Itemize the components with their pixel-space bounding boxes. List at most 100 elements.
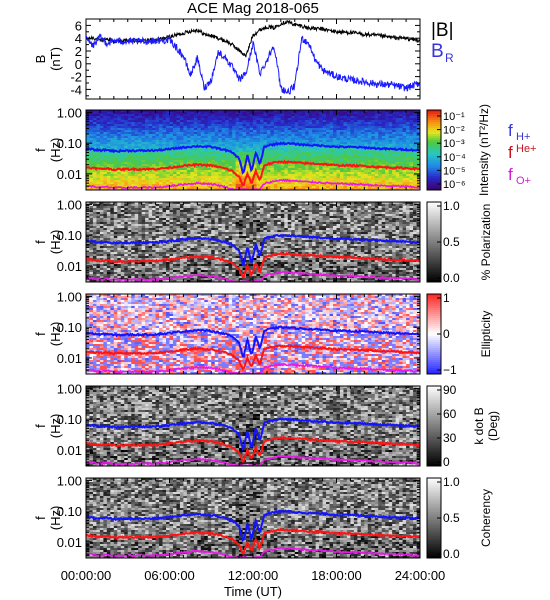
heatmap-cell bbox=[159, 146, 163, 149]
heatmap-cell bbox=[113, 134, 118, 137]
heatmap-cell bbox=[416, 122, 421, 125]
heatmap-cell bbox=[152, 112, 156, 115]
heatmap-cell bbox=[186, 156, 191, 159]
heatmap-cell bbox=[333, 130, 337, 133]
heatmap-cell bbox=[169, 164, 174, 167]
heatmap-cell bbox=[86, 280, 90, 283]
heatmap-cell bbox=[402, 116, 407, 119]
heatmap-cell bbox=[159, 184, 163, 187]
heatmap-cell bbox=[89, 250, 94, 253]
heatmap-cell bbox=[145, 130, 150, 133]
heatmap-cell bbox=[235, 186, 240, 189]
heatmap-cell bbox=[399, 162, 404, 165]
heatmap-cell bbox=[113, 118, 118, 121]
heatmap-cell bbox=[200, 170, 205, 173]
heatmap-cell bbox=[298, 156, 303, 159]
heatmap-cell bbox=[367, 180, 372, 183]
heatmap-cell bbox=[152, 250, 156, 253]
heatmap-cell bbox=[96, 206, 101, 209]
heatmap-cell bbox=[204, 120, 209, 123]
heatmap-cell bbox=[402, 146, 407, 149]
heatmap-cell bbox=[301, 132, 306, 135]
heatmap-cell bbox=[364, 152, 369, 155]
heatmap-cell bbox=[148, 256, 153, 259]
heatmap-cell bbox=[96, 126, 101, 129]
heatmap-cell bbox=[148, 246, 153, 249]
heatmap-cell bbox=[399, 140, 404, 143]
heatmap-cell bbox=[381, 130, 386, 133]
heatmap-cell bbox=[326, 124, 330, 127]
heatmap-cell bbox=[134, 210, 139, 213]
heatmap-cell bbox=[89, 274, 94, 277]
heatmap-cell bbox=[131, 202, 136, 205]
heatmap-cell bbox=[395, 182, 400, 185]
heatmap-cell bbox=[381, 136, 386, 139]
heatmap-cell bbox=[176, 120, 181, 123]
heatmap-cell bbox=[99, 248, 104, 251]
heatmap-cell bbox=[399, 134, 404, 137]
heatmap-cell bbox=[99, 120, 104, 123]
heatmap-cell bbox=[152, 160, 156, 163]
heatmap-cell bbox=[211, 182, 216, 185]
heatmap-cell bbox=[350, 152, 355, 155]
heatmap-cell bbox=[113, 124, 118, 127]
heatmap-cell bbox=[138, 224, 143, 227]
heatmap-cell bbox=[232, 112, 237, 115]
heatmap-cell bbox=[315, 168, 320, 171]
heatmap-cell bbox=[350, 154, 355, 157]
heatmap-cell bbox=[197, 132, 202, 135]
heatmap-cell bbox=[148, 206, 153, 209]
heatmap-cell bbox=[402, 134, 407, 137]
heatmap-cell bbox=[134, 142, 139, 145]
heatmap-cell bbox=[92, 202, 97, 205]
heatmap-cell bbox=[395, 158, 400, 161]
heatmap-cell bbox=[409, 124, 414, 127]
heatmap-cell bbox=[367, 116, 372, 119]
heatmap-cell bbox=[124, 164, 129, 167]
heatmap-cell bbox=[256, 150, 261, 153]
heatmap-cell bbox=[145, 184, 150, 187]
heatmap-cell bbox=[134, 202, 139, 205]
heatmap-cell bbox=[176, 168, 181, 171]
heatmap-cell bbox=[96, 218, 101, 221]
heatmap-cell bbox=[176, 112, 181, 115]
heatmap-cell bbox=[103, 158, 108, 161]
heatmap-cell bbox=[294, 178, 299, 181]
heatmap-cell bbox=[280, 120, 285, 123]
heatmap-cell bbox=[113, 226, 118, 229]
heatmap-cell bbox=[99, 154, 104, 157]
heatmap-cell bbox=[162, 130, 167, 133]
heatmap-cell bbox=[392, 130, 397, 133]
heatmap-cell bbox=[117, 212, 122, 215]
heatmap-cell bbox=[287, 166, 292, 169]
heatmap-cell bbox=[336, 124, 341, 127]
heatmap-cell bbox=[131, 210, 136, 213]
heatmap-cell bbox=[350, 110, 355, 113]
heatmap-cell bbox=[294, 112, 299, 115]
heatmap-cell bbox=[96, 124, 101, 127]
colorbar-frame bbox=[426, 109, 442, 191]
heatmap-cell bbox=[395, 180, 400, 183]
heatmap-cell bbox=[294, 176, 299, 179]
heatmap-cell bbox=[218, 118, 223, 121]
heatmap-cell bbox=[374, 180, 379, 183]
heatmap-cell bbox=[232, 136, 237, 139]
heatmap-cell bbox=[395, 116, 400, 119]
heatmap-cell bbox=[360, 134, 365, 137]
heatmap-cell bbox=[291, 174, 296, 177]
heatmap-cell bbox=[228, 130, 233, 133]
heatmap-cell bbox=[280, 122, 285, 125]
heatmap-cell bbox=[263, 130, 268, 133]
heatmap-cell bbox=[326, 180, 330, 183]
heatmap-cell bbox=[183, 134, 188, 137]
heatmap-cell bbox=[127, 114, 132, 117]
heatmap-cell bbox=[89, 170, 94, 173]
heatmap-cell bbox=[315, 152, 320, 155]
heatmap-cell bbox=[221, 176, 226, 179]
heatmap-cell bbox=[353, 112, 358, 115]
heatmap-cell bbox=[86, 128, 90, 131]
heatmap-cell bbox=[103, 250, 108, 253]
heatmap-cell bbox=[277, 168, 282, 171]
heatmap-cell bbox=[127, 214, 132, 217]
heatmap-cell bbox=[416, 156, 421, 159]
